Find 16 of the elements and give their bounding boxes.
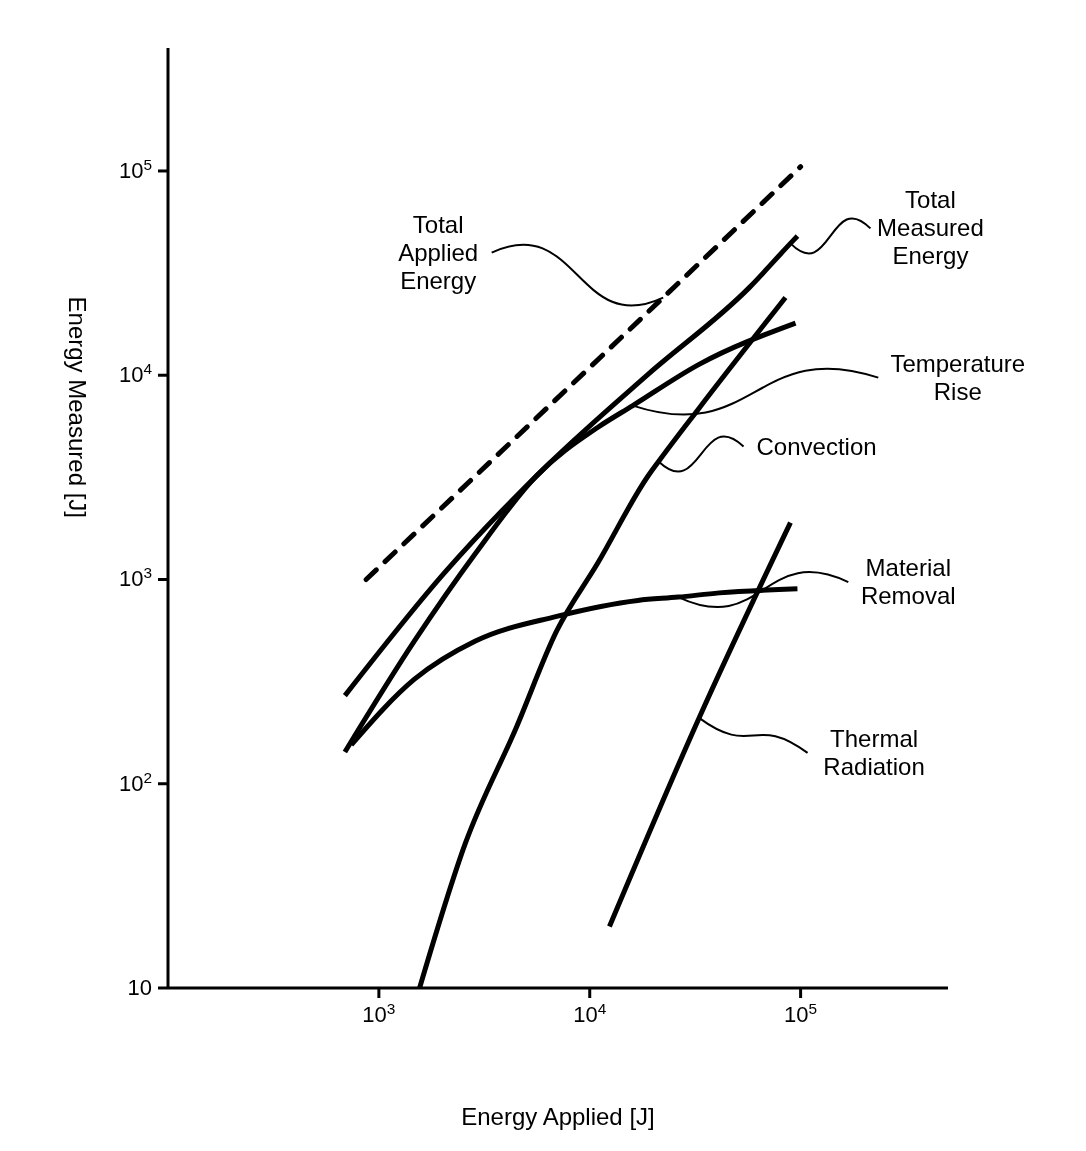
y-tick-label: 10$^{2}$ [118, 768, 152, 796]
annotation: Thermal Radiation [823, 724, 925, 780]
annotation: Total Measured Energy [877, 186, 984, 270]
x-tick-label: 10$^{4}$ [573, 999, 607, 1027]
x-tick-label: 10$^{3}$ [362, 999, 396, 1027]
y-tick-label: 10 [127, 975, 152, 1000]
y-tick-label: 10$^{3}$ [118, 563, 152, 592]
y-axis-title: Energy Measured [J] [64, 296, 92, 518]
annotation: Total Applied Energy [398, 210, 479, 294]
x-tick-label: 10$^{5}$ [784, 999, 818, 1027]
annotation: Material Removal [860, 554, 956, 610]
x-axis-title: Energy Applied [J] [461, 1103, 655, 1131]
annotation: Convection [756, 432, 877, 460]
y-tick-label: 10$^{4}$ [118, 359, 153, 388]
annotation: Temperature Rise [890, 349, 1026, 405]
y-tick-label: 10$^{5}$ [118, 155, 152, 183]
